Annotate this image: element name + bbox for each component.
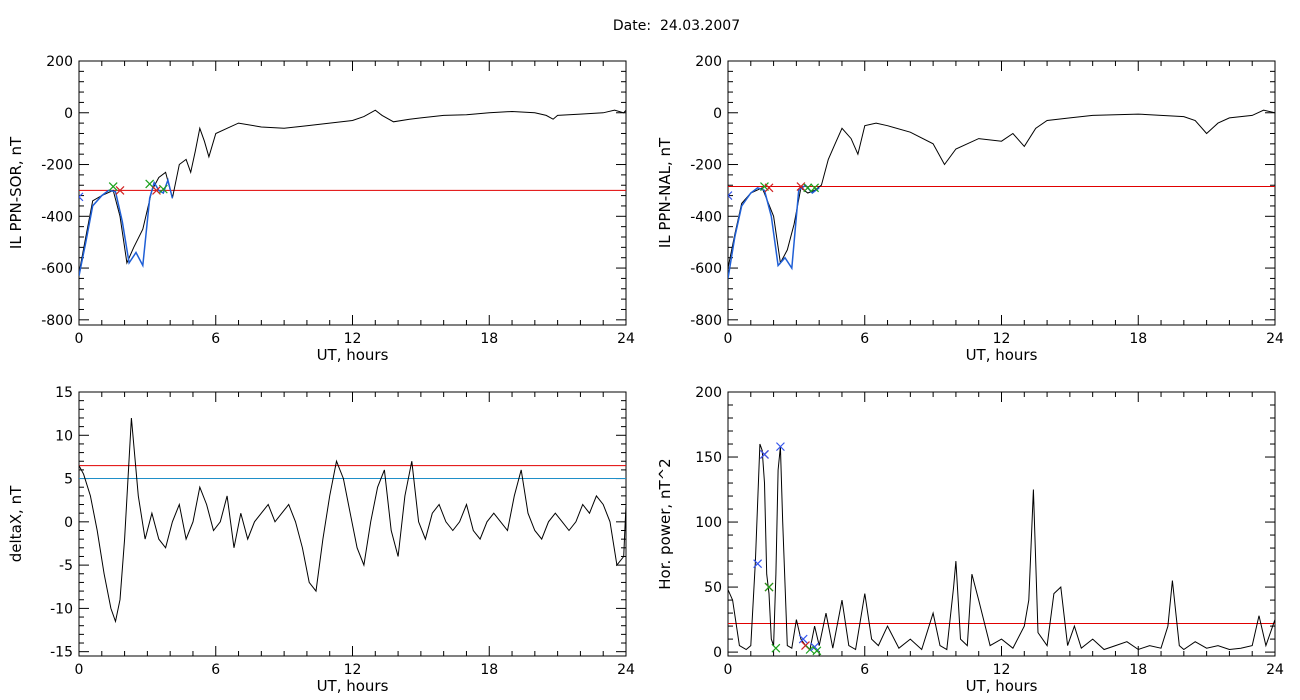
chart-title: Date: 24.03.2007: [612, 18, 741, 34]
x-axis-label: UT, hours: [966, 677, 1038, 695]
marker-x: [812, 646, 822, 656]
x-tick-label: 0: [724, 662, 733, 678]
series-line-1: [79, 109, 626, 274]
x-tick-label: 18: [480, 331, 498, 347]
marker-x: [775, 442, 785, 452]
x-tick-label: 0: [724, 331, 733, 347]
data-layer: [79, 417, 626, 624]
y-tick-label: 50: [704, 580, 722, 596]
chart-panel-2: 0 6 12 18 24 -800 -600 -400 -200 0 200 UT, hours IL …: [656, 54, 1284, 364]
marker-x: [79, 192, 84, 202]
y-tick-label: 10: [55, 428, 73, 444]
y-tick-label: -5: [59, 558, 73, 574]
y-tick-label: -800: [41, 313, 73, 329]
y-tick-label: -15: [50, 645, 73, 661]
series-line-1: [728, 109, 1275, 269]
x-tick-label: 12: [993, 662, 1011, 678]
chart-panel-3: 0 6 12 18 24 -15 -10 -5 0 5 10 15 UT, hours deltaX, n…: [7, 385, 635, 695]
marker-x: [108, 182, 118, 191]
marker-x: [803, 183, 813, 193]
y-tick-label: 100: [695, 515, 722, 531]
y-tick-label: 5: [64, 472, 73, 488]
marker-x: [728, 191, 733, 201]
y-tick-label: -400: [690, 209, 722, 225]
y-tick-label: -400: [41, 209, 73, 225]
marker-x: [771, 643, 781, 653]
x-axis-label: UT, hours: [317, 677, 389, 695]
y-tick-label: 200: [695, 385, 722, 401]
marker-x: [764, 183, 774, 193]
x-axis-label: UT, hours: [317, 346, 389, 364]
x-tick-label: 0: [75, 662, 84, 678]
marker-x: [810, 183, 820, 193]
y-tick-label: 200: [46, 54, 73, 70]
y-tick-label: -200: [41, 158, 73, 174]
y-axis-label: IL PPN-NAL, nT: [656, 137, 674, 248]
x-tick-label: 18: [480, 662, 498, 678]
y-tick-label: -600: [41, 261, 73, 277]
x-tick-label: 12: [993, 331, 1011, 347]
x-tick-label: 24: [617, 662, 635, 678]
x-tick-label: 12: [344, 331, 362, 347]
series-line-1: [728, 443, 1275, 651]
marker-x: [115, 185, 125, 195]
data-layer: [728, 442, 1275, 656]
plot-frame: [727, 391, 1276, 657]
series-line-2: [728, 184, 820, 279]
y-tick-label: -800: [690, 313, 722, 329]
marker-x: [798, 634, 808, 644]
chart-panel-1: 0 6 12 18 24 -800 -600 -400 -200 0 200 UT, hours IL …: [7, 54, 635, 364]
plot-frame: [78, 60, 627, 326]
x-axis-label: UT, hours: [966, 346, 1038, 364]
chart-panel-4: 0 6 12 18 24 0 50 100 150 200 UT, hours Hor. power,…: [656, 385, 1284, 695]
y-tick-label: -600: [690, 261, 722, 277]
marker-x: [753, 559, 763, 569]
x-tick-label: 24: [1266, 662, 1284, 678]
y-tick-label: 200: [695, 54, 722, 70]
y-tick-label: -200: [690, 158, 722, 174]
marker-x: [158, 184, 168, 194]
y-axis-label: Hor. power, nT^2: [656, 458, 674, 589]
y-axis-label: IL PPN-SOR, nT: [7, 136, 25, 249]
plot-frame: [727, 60, 1276, 326]
y-tick-label: -10: [50, 601, 73, 617]
x-tick-label: 6: [860, 662, 869, 678]
x-tick-label: 12: [344, 662, 362, 678]
series-line-1: [79, 417, 626, 624]
marker-x: [805, 645, 815, 654]
x-tick-label: 24: [617, 331, 635, 347]
x-tick-label: 18: [1129, 662, 1147, 678]
data-layer: [728, 109, 1275, 279]
y-axis-label: deltaX, nT: [7, 485, 25, 562]
y-tick-label: 0: [713, 645, 722, 661]
y-tick-label: 0: [64, 515, 73, 531]
x-tick-label: 6: [860, 331, 869, 347]
data-layer: [79, 109, 626, 276]
y-tick-label: 15: [55, 385, 73, 401]
x-tick-label: 24: [1266, 331, 1284, 347]
marker-x: [760, 449, 769, 459]
x-tick-label: 0: [75, 331, 84, 347]
marker-x: [764, 582, 774, 592]
x-tick-label: 18: [1129, 331, 1147, 347]
series-line-2: [79, 177, 174, 276]
y-tick-label: 150: [695, 450, 722, 466]
y-tick-label: 0: [64, 106, 73, 122]
x-tick-label: 6: [211, 331, 220, 347]
marker-x: [152, 185, 161, 195]
y-tick-label: 0: [713, 106, 722, 122]
marker-x: [796, 182, 806, 191]
x-tick-label: 6: [211, 662, 220, 678]
